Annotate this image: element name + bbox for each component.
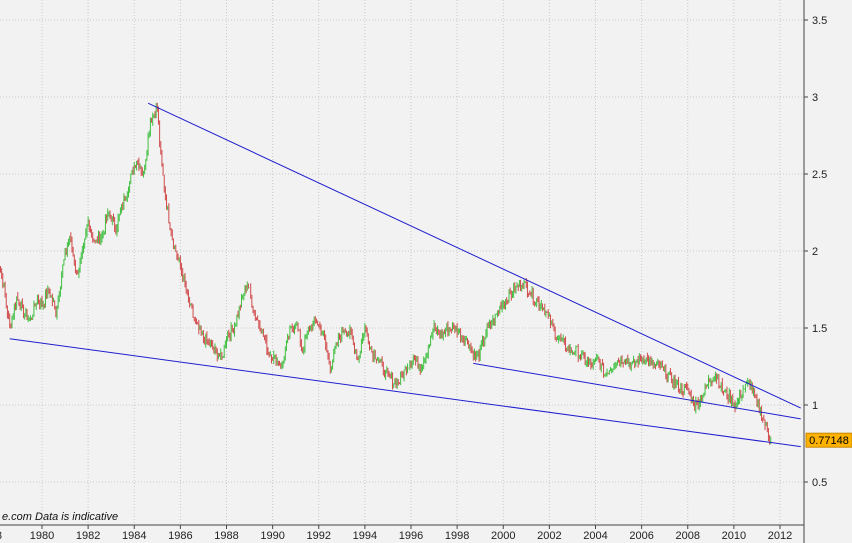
x-tick-label: 1986 — [168, 530, 192, 542]
y-tick-label: 2 — [812, 246, 818, 258]
grid-layer — [0, 0, 804, 525]
trendline-layer — [9, 102, 801, 448]
x-tick-label: 1988 — [214, 530, 238, 542]
y-tick-label: 0.5 — [812, 477, 827, 489]
x-tick-label: 1982 — [76, 530, 100, 542]
x-tick-label: 1990 — [260, 530, 284, 542]
trendline-3 — [473, 362, 801, 420]
trendline-1 — [147, 102, 801, 409]
x-tick-label: 2010 — [722, 530, 746, 542]
x-tick-label: 2008 — [676, 530, 700, 542]
x-axis-ticks: 78 1980 1982 1984 1986 1988 1990 1992 1994 1996 19… — [0, 525, 792, 542]
x-tick-label: 1994 — [353, 530, 377, 542]
y-tick-label: 1 — [812, 400, 818, 412]
x-tick-label: 1992 — [307, 530, 331, 542]
x-tick-label: 2006 — [629, 530, 653, 542]
last-price-label: 0.77148 — [809, 435, 849, 447]
x-tick-label: 2002 — [537, 530, 561, 542]
last-price-badge — [805, 432, 852, 448]
x-tick-label: 78 — [0, 530, 2, 542]
trendline-2 — [9, 338, 801, 448]
x-tick-label: 1996 — [399, 530, 423, 542]
x-tick-label: 2012 — [768, 530, 792, 542]
series-layer — [0, 102, 772, 445]
y-tick-label: 3 — [812, 92, 818, 104]
data-credit-text: e.com Data is indicative — [2, 511, 118, 523]
x-tick-label: 1980 — [30, 530, 54, 542]
y-axis-ticks: 0.5 1 1.5 2 2.5 3 3.5 — [804, 15, 827, 489]
x-tick-label: 1984 — [122, 530, 146, 542]
x-tick-label: 1998 — [445, 530, 469, 542]
y-tick-label: 1.5 — [812, 323, 827, 335]
y-tick-label: 3.5 — [812, 15, 827, 27]
x-tick-label: 2000 — [491, 530, 515, 542]
x-tick-label: 2004 — [583, 530, 607, 542]
y-tick-label: 2.5 — [812, 169, 827, 181]
last-price-marker: 0.77148 — [805, 432, 852, 448]
